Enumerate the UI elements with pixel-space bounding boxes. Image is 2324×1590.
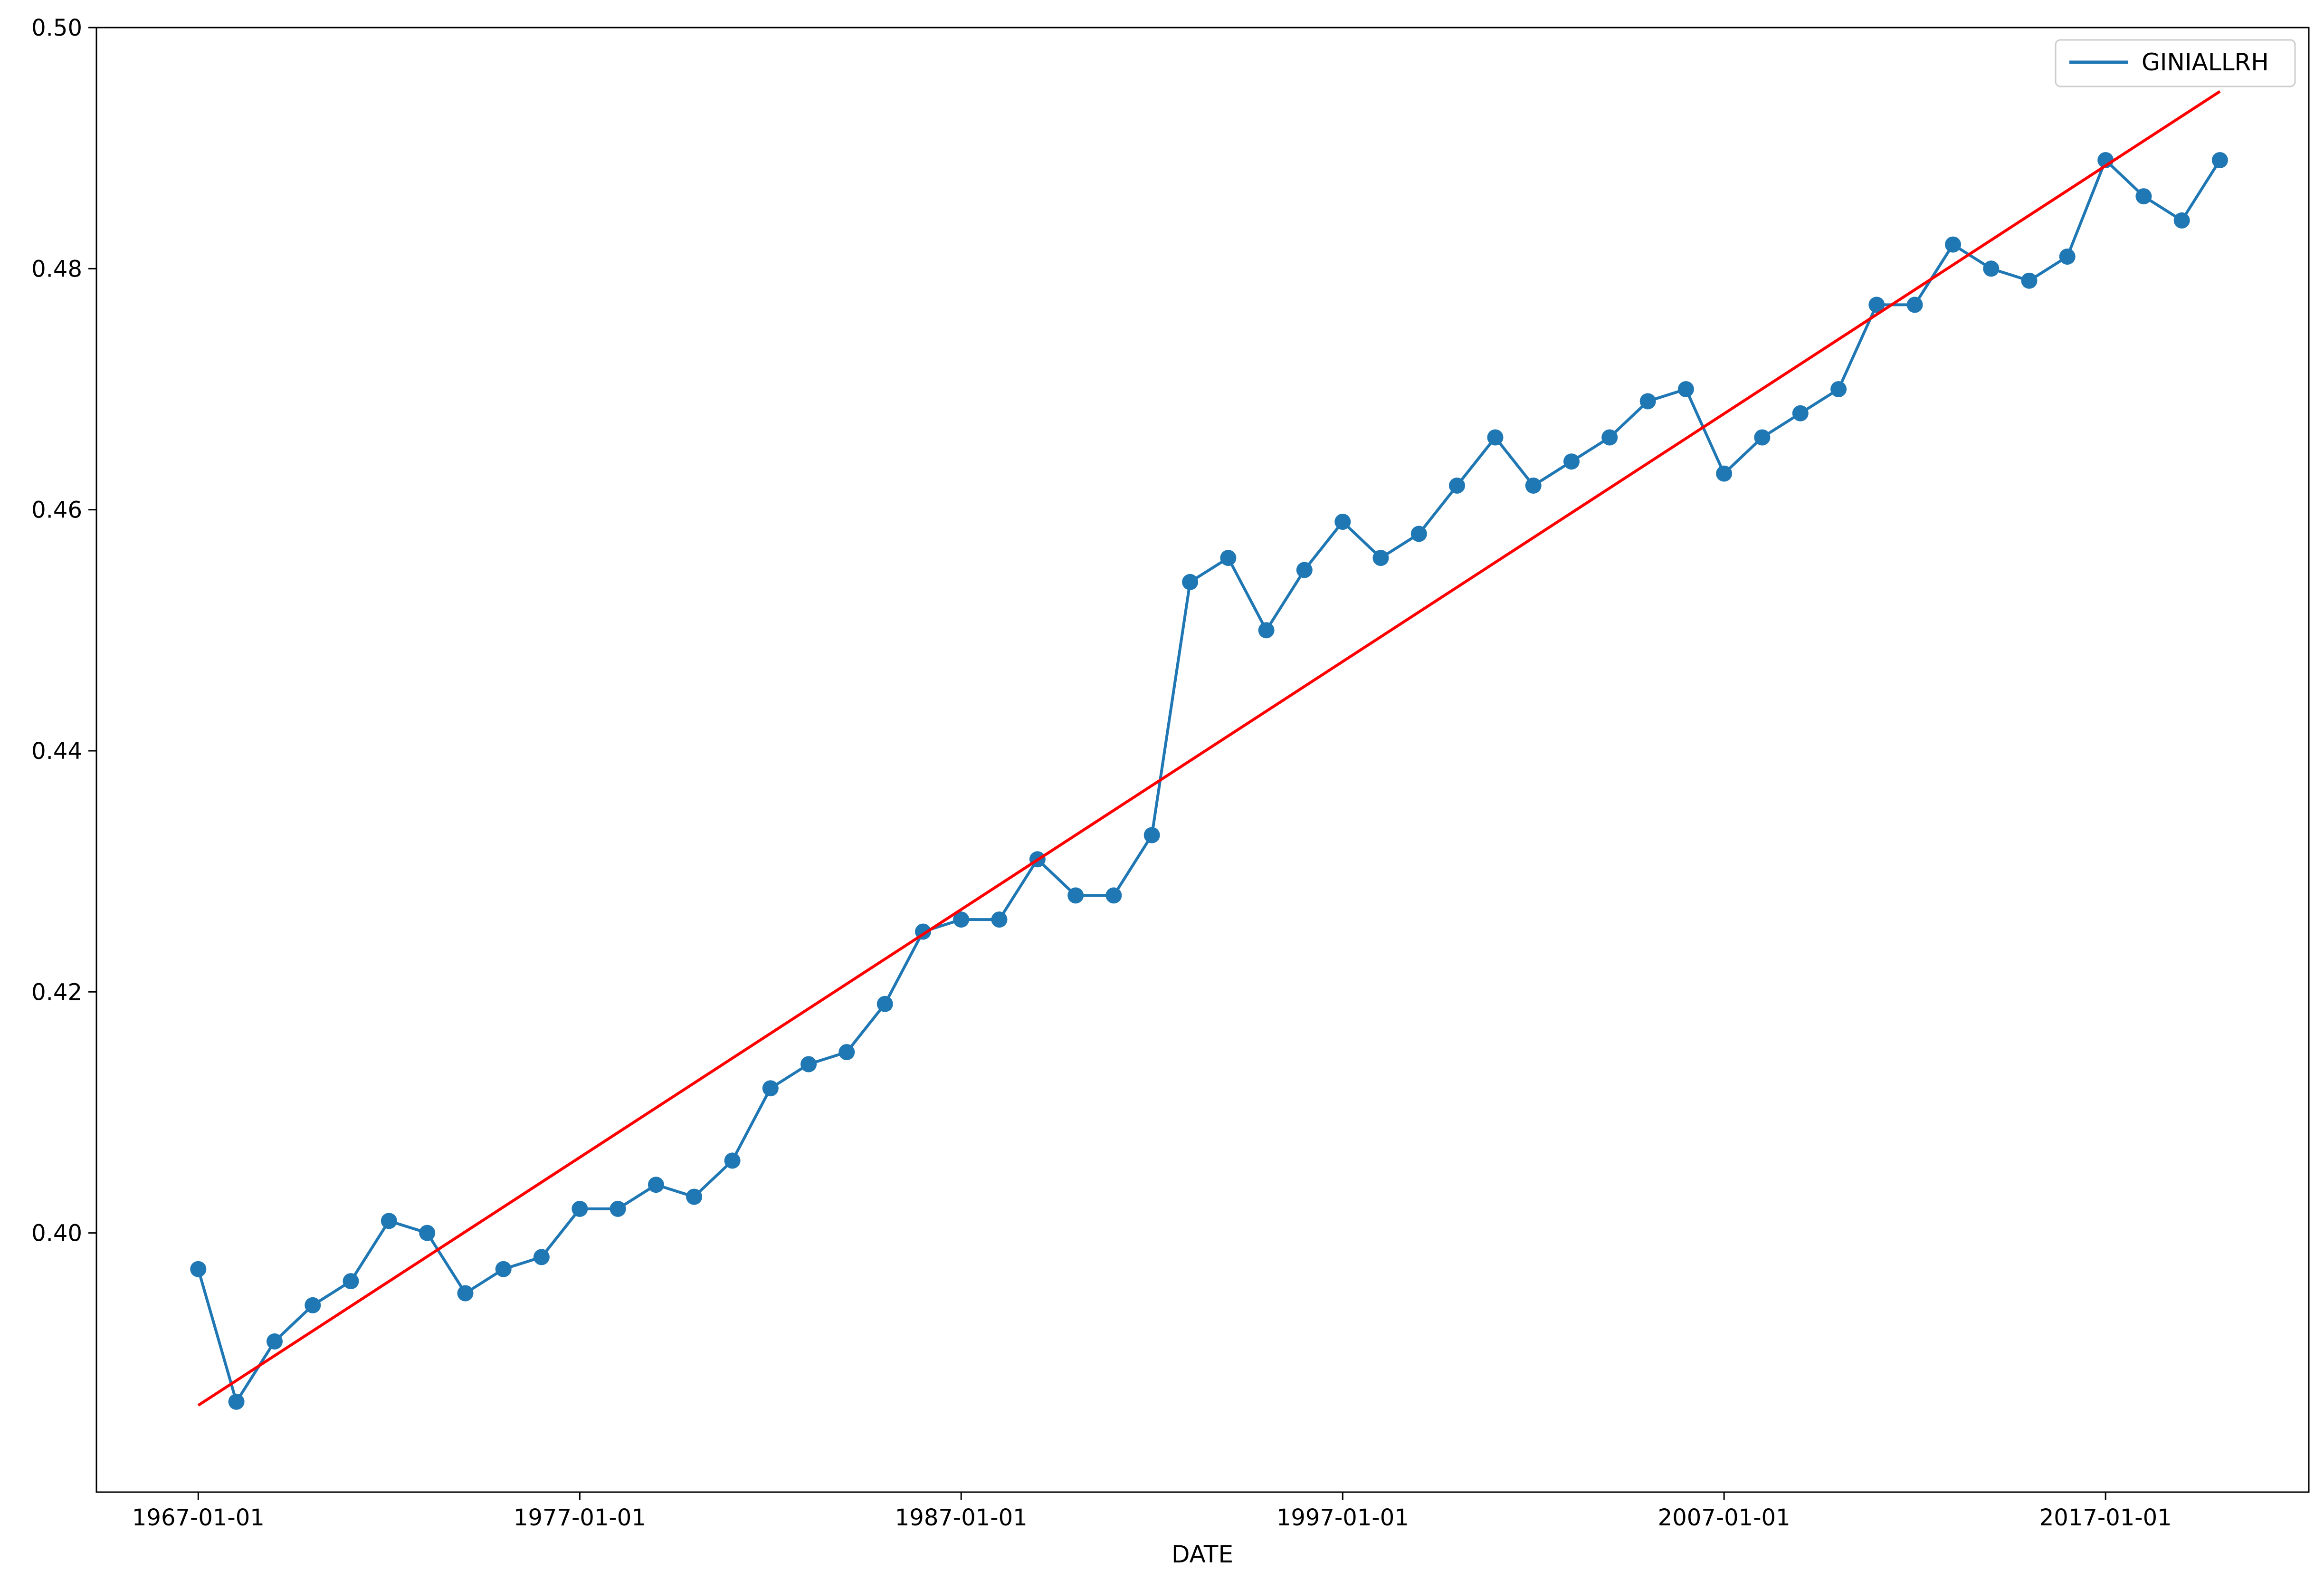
y-tick-label: 0.42 [31, 979, 82, 1006]
data-point [2173, 212, 2190, 229]
x-tick-label: 1967-01-01 [132, 1504, 265, 1531]
plot-content [190, 90, 2228, 1410]
data-point [190, 1261, 207, 1277]
trend-line [197, 90, 2221, 1407]
data-point [1067, 887, 1084, 904]
x-tick-label: 1997-01-01 [1276, 1504, 1409, 1531]
data-point [1830, 381, 1847, 397]
x-tick-label: 1977-01-01 [514, 1504, 646, 1531]
data-point [2211, 152, 2228, 168]
data-point [1410, 526, 1427, 542]
data-point [991, 911, 1008, 928]
data-point [2021, 272, 2038, 289]
data-point [1258, 622, 1275, 639]
legend: GINIALLRH [2055, 39, 2296, 87]
data-point [1677, 381, 1694, 397]
x-tick-label: 2007-01-01 [1658, 1504, 1791, 1531]
data-point [1792, 405, 1809, 421]
x-tick-label: 2017-01-01 [2039, 1504, 2172, 1531]
data-point [1372, 550, 1389, 566]
data-point [1868, 297, 1885, 313]
data-point [648, 1177, 664, 1193]
data-point [1487, 429, 1504, 446]
data-point [1296, 562, 1313, 578]
data-point [1563, 453, 1580, 470]
data-point [1334, 514, 1351, 530]
data-point [953, 911, 970, 928]
y-tick-label: 0.48 [31, 256, 82, 282]
data-point [1182, 574, 1199, 590]
data-point [1906, 297, 1923, 313]
y-tick-label: 0.50 [31, 15, 82, 41]
data-point [381, 1213, 397, 1229]
data-point [686, 1188, 703, 1205]
data-point [419, 1225, 436, 1241]
data-point [1983, 260, 2000, 277]
data-point [343, 1273, 359, 1290]
data-point [533, 1249, 550, 1265]
x-axis-label: DATE [1172, 1541, 1233, 1568]
x-axis: 1967-01-01 1977-01-01 1987-01-01 1997-01-01… [132, 1492, 2172, 1531]
data-point [2135, 188, 2152, 205]
data-point [1639, 393, 1656, 410]
data-point [762, 1080, 779, 1097]
legend-box [2055, 39, 2296, 87]
data-point [228, 1393, 245, 1410]
y-tick-label: 0.40 [31, 1220, 82, 1247]
data-point [838, 1044, 855, 1061]
data-point [800, 1056, 817, 1073]
legend-label: GINIALLRH [2142, 48, 2269, 76]
data-point [1754, 429, 1771, 446]
data-point [305, 1297, 321, 1313]
data-point [1945, 236, 1961, 253]
data-point [876, 996, 893, 1012]
data-point [571, 1200, 588, 1217]
data-point [495, 1261, 512, 1277]
x-tick-label: 1987-01-01 [895, 1504, 1028, 1531]
data-point [1601, 429, 1618, 446]
y-tick-label: 0.46 [31, 497, 82, 524]
data-point [1105, 887, 1122, 904]
data-point [724, 1152, 741, 1169]
data-point [1143, 827, 1160, 843]
data-point [610, 1200, 626, 1217]
data-point [1716, 465, 1733, 482]
data-point [1220, 550, 1237, 566]
data-point [267, 1333, 283, 1350]
data-point [1449, 477, 1465, 494]
y-tick-label: 0.44 [31, 738, 82, 765]
plot-frame [95, 27, 2310, 1493]
y-axis: 0.40 0.42 0.44 0.46 0.48 0.50 [31, 15, 96, 1247]
data-point [2059, 249, 2076, 265]
data-point [1525, 477, 1542, 494]
data-point [457, 1285, 474, 1302]
